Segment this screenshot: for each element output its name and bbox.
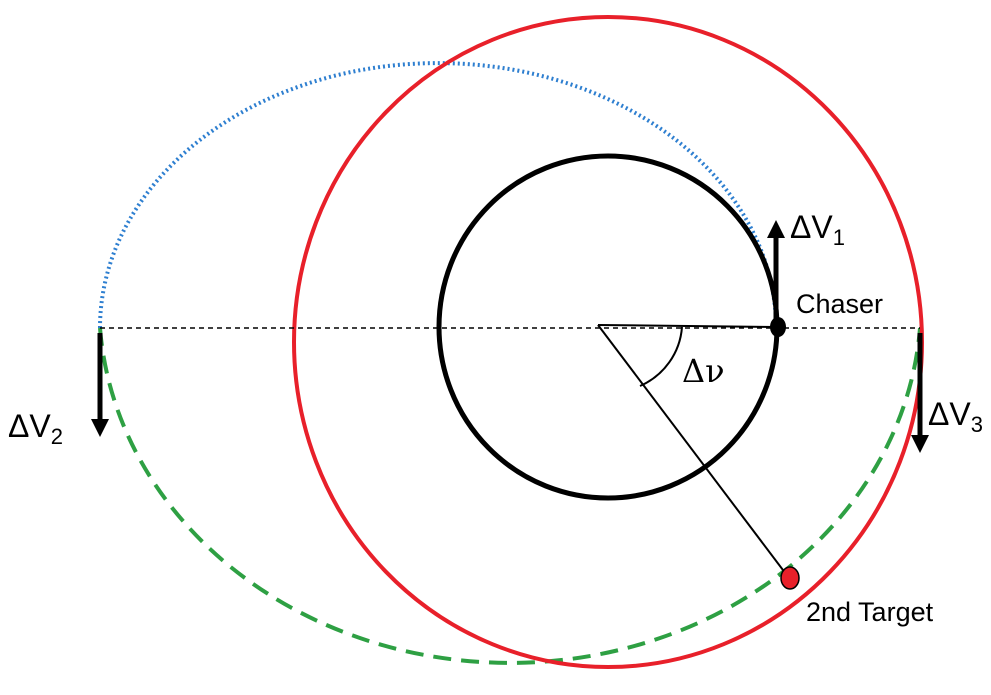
chaser-label: Chaser (796, 289, 883, 319)
target-marker (780, 566, 800, 590)
delta-v1-arrow (767, 220, 785, 320)
target-label: 2nd Target (806, 597, 934, 627)
transfer-arc-upper (98, 61, 778, 329)
delta-v2-label: ΔV2 (8, 408, 63, 449)
transfer-arc-lower (98, 327, 922, 665)
delta-v3-arrow (911, 333, 929, 453)
delta-v3-label: ΔV3 (928, 396, 983, 437)
delta-nu-label: Δν (682, 352, 725, 390)
radius-to-chaser (597, 324, 779, 328)
delta-nu-angle-arc (639, 326, 683, 387)
delta-v1-label: ΔV1 (790, 209, 845, 250)
radius-to-target (597, 324, 790, 579)
delta-v2-arrow (91, 333, 109, 437)
target-orbit (292, 15, 924, 669)
chaser-marker (770, 317, 786, 337)
